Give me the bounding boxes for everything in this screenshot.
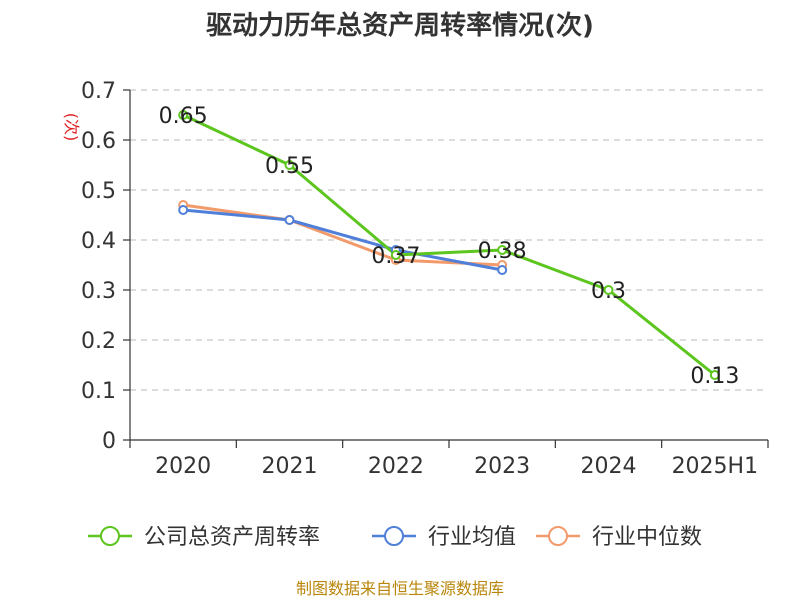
series-points xyxy=(178,110,720,380)
data-point xyxy=(178,205,189,215)
legend-marker xyxy=(548,526,568,546)
chart-title: 驱动力历年总资产周转率情况(次) xyxy=(206,10,594,41)
data-point xyxy=(284,215,295,225)
y-tick-label: 0.4 xyxy=(81,229,116,254)
legend-label: 行业中位数 xyxy=(592,525,702,550)
data-label: 0.38 xyxy=(478,239,527,264)
legend-marker xyxy=(384,526,404,546)
x-tick-labels: 2020 2021 2022 2023 2024 2025H1 xyxy=(155,454,758,479)
y-tick-labels: 0 0.1 0.2 0.3 0.4 0.5 0.6 0.7 xyxy=(81,79,116,454)
x-tick-label: 2025H1 xyxy=(672,454,759,479)
source-note: 制图数据来自恒生聚源数据库 xyxy=(296,579,504,598)
data-point xyxy=(709,370,720,380)
y-tick-label: 0.7 xyxy=(81,79,116,104)
legend-label: 行业均值 xyxy=(428,525,516,550)
legend-item[interactable]: 行业均值 xyxy=(372,525,516,550)
data-label: 0.13 xyxy=(690,364,739,389)
y-tick-label: 0.1 xyxy=(81,379,116,404)
data-point xyxy=(497,245,508,255)
y-axis-label: (次) xyxy=(62,113,81,142)
data-point xyxy=(603,285,614,295)
legend-label: 公司总资产周转率 xyxy=(144,525,320,550)
y-tick-label: 0 xyxy=(102,429,116,454)
data-label: 0.3 xyxy=(591,279,626,304)
legend[interactable]: 公司总资产周转率 行业均值 行业中位数 xyxy=(88,525,702,550)
data-label: 0.65 xyxy=(159,104,208,129)
series-line-1 xyxy=(183,208,503,272)
data-label: 0.37 xyxy=(371,244,420,269)
series-line-2 xyxy=(182,203,503,267)
x-tick-label: 2022 xyxy=(368,454,424,479)
x-tick-label: 2020 xyxy=(155,454,211,479)
data-labels: 0.65 0.55 0.37 0.38 0.3 0.13 xyxy=(159,104,740,389)
x-tick-label: 2023 xyxy=(474,454,530,479)
legend-item[interactable]: 行业中位数 xyxy=(536,525,702,550)
y-tick-label: 0.2 xyxy=(81,329,116,354)
legend-item[interactable]: 公司总资产周转率 xyxy=(88,525,320,550)
y-tick-label: 0.6 xyxy=(81,129,116,154)
data-point xyxy=(390,250,401,260)
data-point xyxy=(284,160,295,170)
x-tick-label: 2024 xyxy=(581,454,637,479)
data-point xyxy=(497,265,508,275)
series-lines xyxy=(182,113,716,377)
series-line-0 xyxy=(182,113,716,377)
gridlines xyxy=(130,89,768,391)
y-tick-label: 0.3 xyxy=(81,279,116,304)
legend-marker xyxy=(100,526,120,546)
data-point xyxy=(178,110,189,120)
x-tick-label: 2021 xyxy=(262,454,318,479)
y-tick-label: 0.5 xyxy=(81,179,116,204)
axes xyxy=(123,89,769,448)
data-label: 0.55 xyxy=(265,154,314,179)
